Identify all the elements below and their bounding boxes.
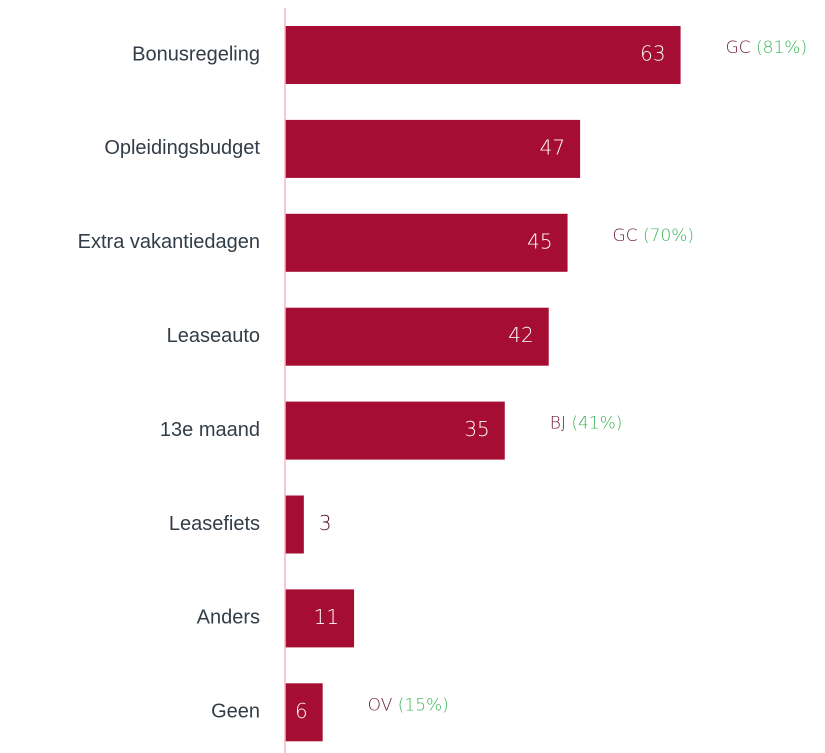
category-label: Bonusregeling: [132, 43, 260, 65]
bar: [285, 307, 549, 366]
annotation: BJ (41%): [550, 414, 623, 434]
annotation: GC (81%): [726, 38, 808, 58]
bar: [285, 401, 505, 460]
value-label: 47: [540, 135, 565, 159]
annotation-code: BJ: [550, 414, 566, 434]
annotation-share: (70%): [643, 226, 694, 246]
bar: [285, 213, 568, 272]
bar: [285, 589, 355, 648]
category-label: Leaseauto: [167, 325, 260, 347]
category-label: 13e maand: [160, 419, 260, 441]
bar: [285, 495, 304, 554]
category-label: Anders: [197, 607, 260, 629]
value-label: 3: [319, 511, 332, 535]
value-label: 42: [508, 323, 533, 347]
value-label: 35: [464, 417, 489, 441]
annotation-code: GC: [726, 38, 751, 58]
annotation: OV (15%): [368, 695, 449, 715]
value-label: 11: [314, 605, 339, 629]
bar: [285, 26, 681, 84]
value-label: 63: [640, 42, 665, 66]
category-label: Leasefiets: [169, 513, 260, 535]
value-label: 45: [527, 229, 552, 253]
category-label: Extra vakantiedagen: [78, 231, 260, 253]
annotation-code: GC: [613, 226, 638, 246]
category-label: Geen: [211, 701, 260, 723]
bar: [285, 119, 581, 178]
value-label: 6: [295, 699, 308, 723]
annotation-share: (81%): [756, 38, 807, 58]
annotation-share: (15%): [398, 695, 449, 715]
bar: [285, 683, 323, 742]
annotation: GC (70%): [613, 226, 695, 246]
category-label: Opleidingsbudget: [104, 137, 260, 159]
annotation-share: (41%): [571, 414, 622, 434]
annotation-code: OV: [368, 695, 393, 715]
